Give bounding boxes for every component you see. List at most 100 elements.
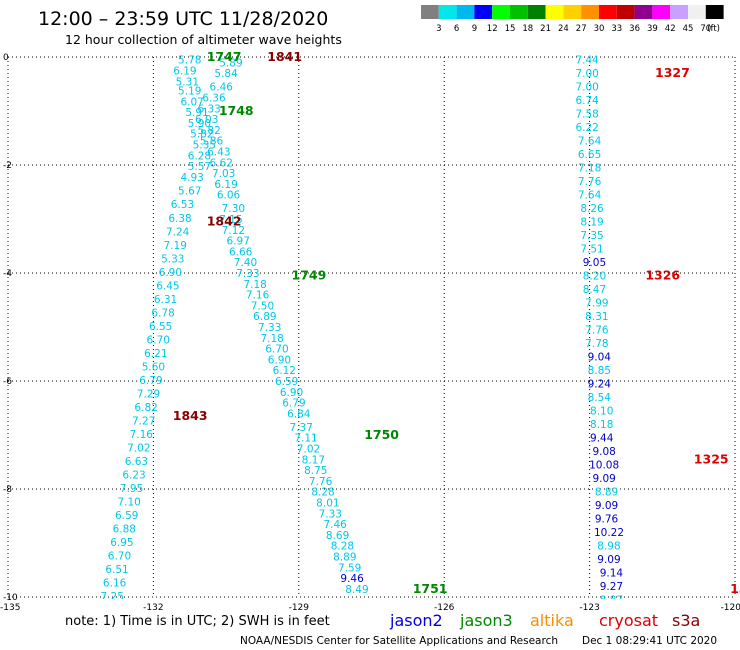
colorbar-swatch — [705, 5, 724, 19]
swh-value: 5.84 — [214, 68, 238, 80]
footer-credit: NOAA/NESDIS Center for Satellite Applica… — [240, 635, 558, 647]
footer-note: note: 1) Time is in UTC; 2) SWH is in fe… — [65, 614, 330, 629]
colorbar-swatch — [599, 5, 617, 19]
pass-time-label: 1324 — [730, 581, 740, 596]
swh-value: 6.79 — [282, 398, 305, 410]
swh-value: 5.78 — [178, 55, 201, 67]
x-tick-label: -135 — [0, 603, 20, 613]
colorbar-label: 45 — [683, 24, 694, 34]
swh-value: 7.12 — [222, 225, 245, 237]
swh-value: 6.97 — [227, 236, 250, 248]
swh-value: 6.78 — [151, 307, 174, 319]
swh-value: 6.59 — [275, 376, 298, 388]
colorbar-label: 27 — [576, 24, 587, 34]
swh-value: 8.28 — [311, 487, 334, 499]
pass-time-label: 1327 — [655, 65, 690, 80]
swh-value: 5.31 — [176, 76, 199, 88]
colorbar-label: 18 — [522, 24, 533, 34]
x-tick-label: -126 — [434, 603, 455, 613]
y-axis-ticks: 0 -2 -4 -6 -8 -10 — [3, 53, 18, 603]
swh-value: 5.19 — [178, 85, 201, 97]
satellite-altika: altika — [530, 611, 574, 630]
swh-value: 7.18 — [243, 279, 266, 291]
swh-value: 6.74 — [575, 95, 599, 107]
colorbar-swatch — [616, 5, 635, 19]
swh-value: 7.27 — [132, 415, 155, 427]
y-tick-label: -2 — [3, 161, 12, 171]
colorbar-swatch — [456, 5, 475, 19]
swh-value: 7.64 — [578, 136, 602, 148]
colorbar-swatch — [688, 5, 706, 19]
swh-value: 8.87 — [600, 595, 623, 607]
swh-value: 8.18 — [590, 419, 613, 431]
swh-value: 8.47 — [583, 284, 606, 296]
colorbar-label: 33 — [611, 24, 622, 34]
swh-value: 7.78 — [585, 338, 608, 350]
swh-value: 7.59 — [338, 562, 361, 574]
swh-value: 9.09 — [595, 500, 618, 512]
swh-value: 6.31 — [154, 294, 177, 306]
swh-value: 7.18 — [578, 163, 601, 175]
swh-value: 7.18 — [260, 333, 283, 345]
swh-value: 7.40 — [234, 257, 257, 269]
swh-value: 8.89 — [333, 552, 356, 564]
swh-value: 6.19 — [173, 66, 196, 78]
colorbar-label: 15 — [505, 24, 516, 34]
colorbar-label: 42 — [665, 24, 676, 34]
swh-value: 8.17 — [302, 454, 325, 466]
pass-time-label: 1747 — [207, 49, 242, 64]
swh-value: 6.43 — [207, 147, 230, 159]
colorbar-label: 12 — [487, 24, 498, 34]
swh-value: 8.26 — [580, 203, 604, 215]
colorbar-label: 9 — [472, 24, 477, 34]
swh-value: 7.02 — [127, 442, 150, 454]
swh-value: 7.46 — [323, 519, 347, 531]
swh-value: 6.16 — [103, 577, 127, 589]
time-labels: 1747 1841 1748 1842 1749 1843 1750 1751 1327 1326… — [173, 49, 740, 596]
swh-value: 6.90 — [280, 387, 303, 399]
swh-value: 7.25 — [101, 591, 124, 603]
colorbar-swatch — [527, 5, 546, 19]
swh-value: 7.99 — [585, 298, 608, 310]
pass-time-label: 1841 — [267, 49, 302, 64]
swh-value: 7.15 — [219, 214, 242, 226]
swh-value: 5.67 — [178, 185, 201, 197]
colorbar-swatch — [545, 5, 564, 19]
swh-value: 6.36 — [202, 93, 226, 105]
swh-value: 5.57 — [188, 161, 211, 173]
swh-value: 6.07 — [180, 96, 203, 108]
swh-value: 6.59 — [115, 510, 138, 522]
swh-value: 8.69 — [326, 530, 349, 542]
colorbar-label: 21 — [540, 24, 551, 34]
swh-value: 7.44 — [575, 55, 599, 67]
swh-value: 6.22 — [575, 122, 598, 134]
x-tick-label: -132 — [143, 603, 163, 613]
swh-value: 7.30 — [222, 203, 245, 215]
colorbar-label: 30 — [594, 24, 605, 34]
swh-value: 5.91 — [185, 107, 208, 119]
y-tick-label: -10 — [3, 593, 18, 603]
swh-value: 6.70 — [147, 334, 170, 346]
swh-value: 8.01 — [316, 498, 339, 510]
swh-value: 7.00 — [575, 82, 598, 94]
swh-value: 6.84 — [287, 408, 311, 420]
swh-value: 7.10 — [117, 496, 140, 508]
satellite-s3a: s3a — [672, 611, 700, 630]
swh-value: 6.03 — [195, 114, 218, 126]
colorbar-label: 39 — [647, 24, 658, 34]
swh-value: 6.33 — [197, 103, 220, 115]
swh-value: 10.22 — [594, 527, 624, 539]
swh-value: 6.82 — [134, 402, 157, 414]
pass-time-label: 1749 — [292, 268, 327, 283]
swh-value: 6.70 — [265, 344, 288, 356]
colorbar-label: 70 — [700, 24, 711, 34]
colorbar-swatch — [581, 5, 599, 19]
swh-value: 7.37 — [290, 422, 313, 434]
swh-value: 5.86 — [200, 136, 224, 148]
swh-value: 7.35 — [580, 230, 603, 242]
swh-value: 8.98 — [597, 541, 620, 553]
swh-value: 9.76 — [595, 514, 619, 526]
swh-value: 9.44 — [590, 433, 614, 445]
swh-value: 7.50 — [251, 300, 274, 312]
